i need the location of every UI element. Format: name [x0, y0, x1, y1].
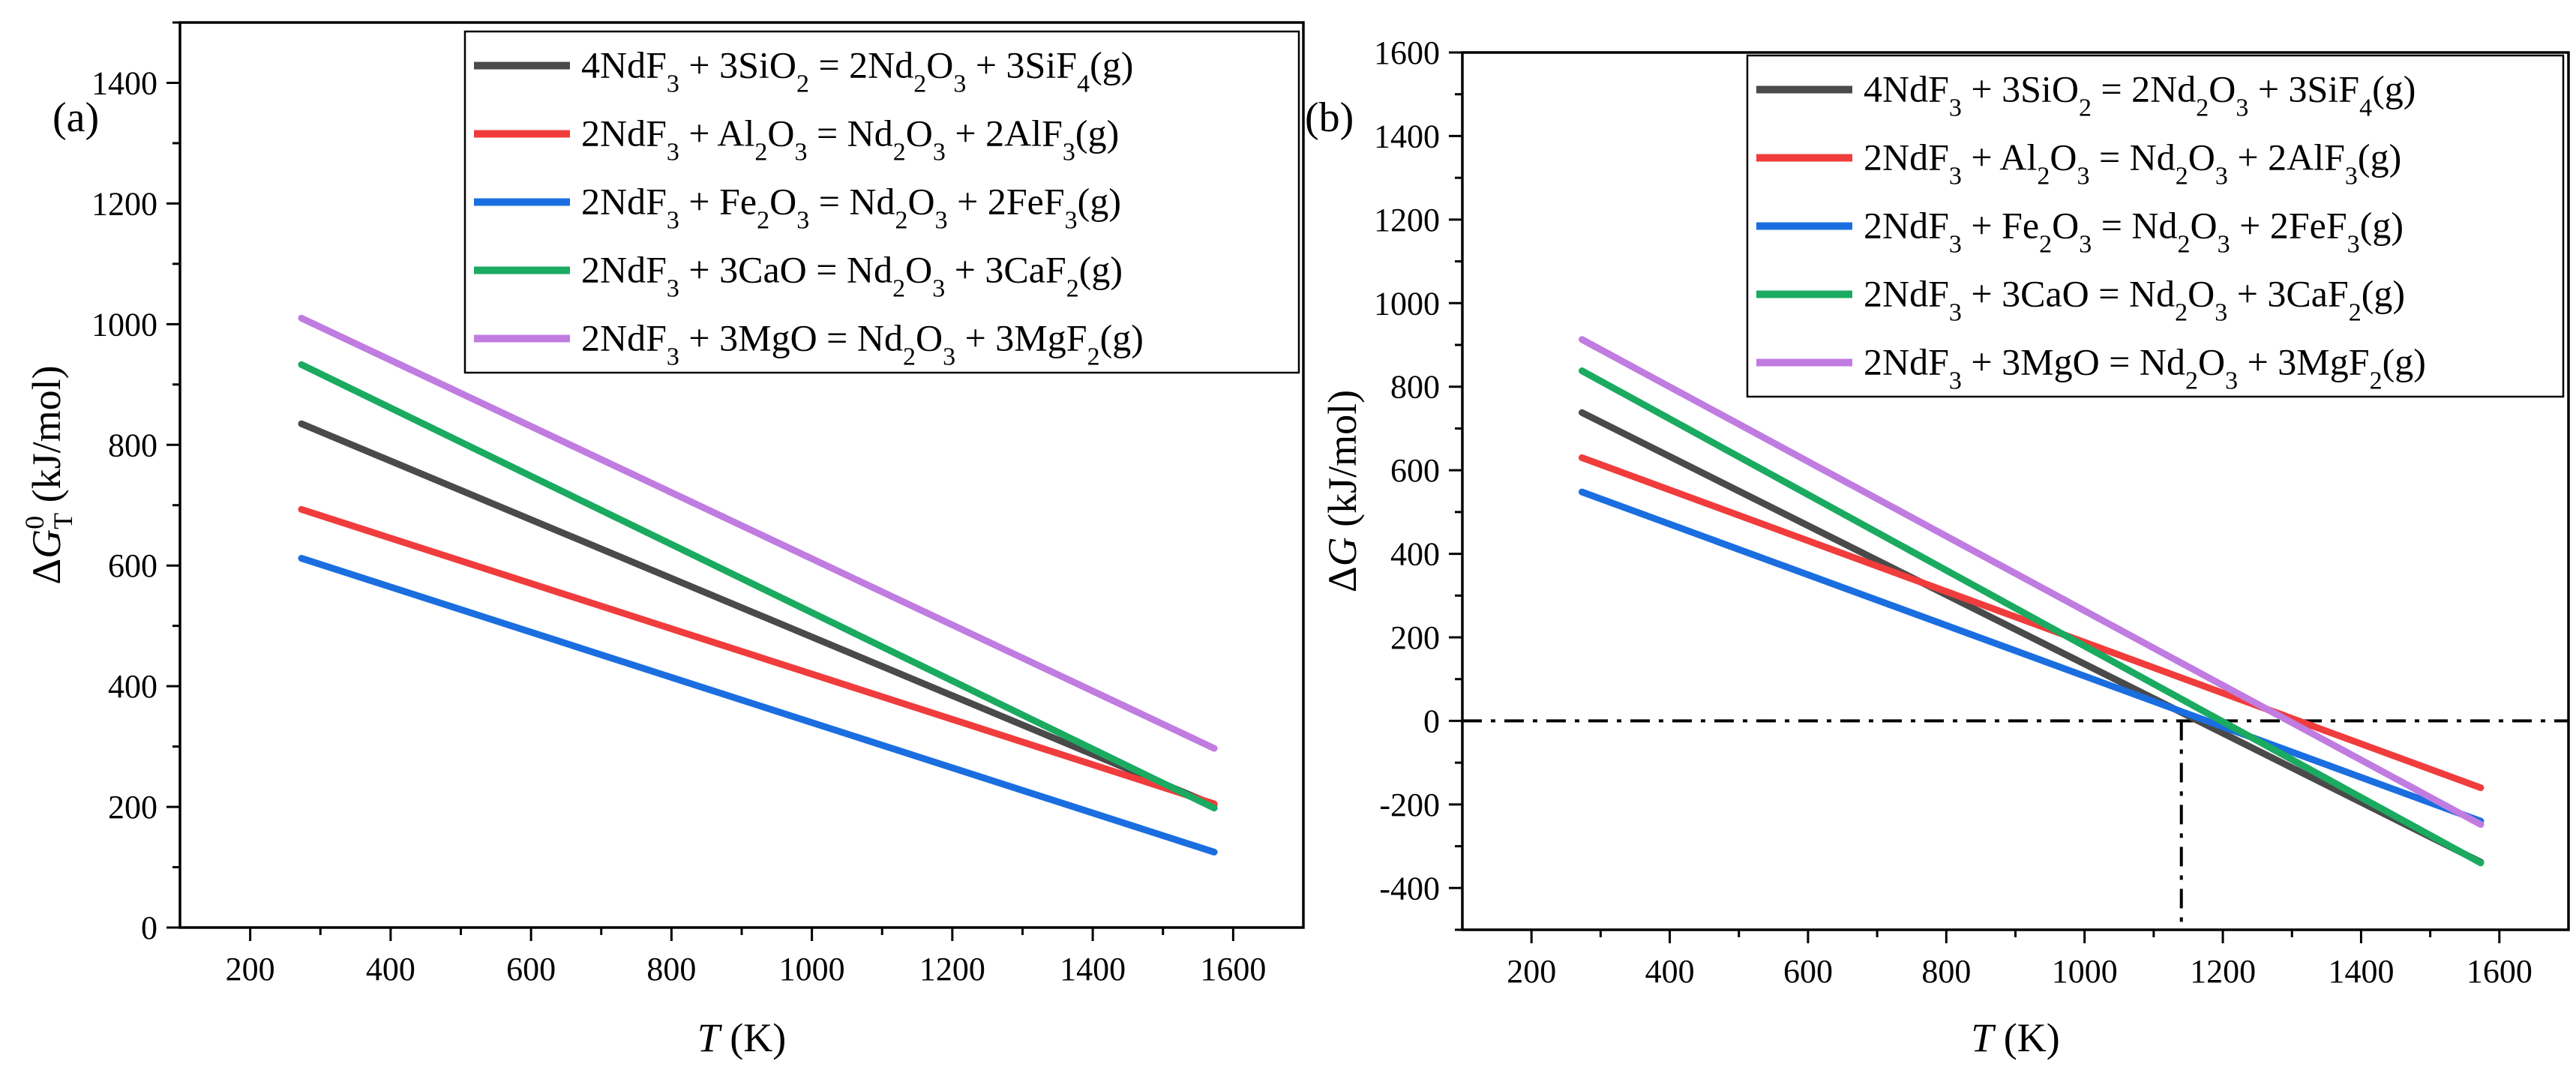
y-axis-title: ΔG (kJ/mol) [1320, 390, 1365, 592]
x-tick-label: 600 [1783, 953, 1833, 990]
chart-panel-a: 200 400 600 800 1000 1200 1400 1600 0 200 400 600 80… [19, 22, 1303, 1060]
y-tick-label: 1200 [91, 185, 157, 222]
x-tick-label: 1200 [2190, 953, 2256, 990]
series-line-5 [301, 318, 1214, 748]
y-tick-label: 1000 [91, 306, 157, 343]
y-tick-label: 800 [1390, 369, 1440, 406]
y-tick-label: 1400 [91, 64, 157, 101]
panel-label: (a) [52, 94, 99, 141]
x-tick-label: 1000 [779, 951, 845, 988]
x-axis-title: T (K) [1971, 1015, 2060, 1060]
x-tick-label: 600 [506, 951, 556, 988]
y-tick-label: -400 [1379, 870, 1440, 907]
series-line-3 [1582, 492, 2480, 821]
y-tick-label: 400 [1390, 536, 1440, 573]
y-axis-title: ΔG0T (kJ/mol) [19, 365, 78, 584]
x-tick-label: 800 [646, 951, 696, 988]
x-tick-label: 1600 [2467, 953, 2533, 990]
x-tick-label: 800 [1921, 953, 1971, 990]
x-tick-label: 1400 [1060, 951, 1126, 988]
y-tick-label: 200 [1390, 619, 1440, 656]
series-line-1 [1582, 412, 2480, 862]
x-tick-label: 1200 [919, 951, 985, 988]
x-tick-label: 400 [366, 951, 415, 988]
x-tick-label: 1600 [1200, 951, 1266, 988]
series-line-4 [1582, 371, 2480, 863]
legend: 4NdF3 + 3SiO2 = 2Nd2O3 + 3SiF4(g)2NdF3 +… [1747, 55, 2563, 397]
figure: 200 400 600 800 1000 1200 1400 1600 0 200 400 600 80… [0, 0, 2576, 1070]
x-axis-title: T (K) [697, 1015, 787, 1060]
y-tick-label: 0 [1423, 703, 1440, 739]
y-tick-label: 200 [108, 789, 157, 826]
series-line-2 [301, 509, 1214, 804]
x-tick-label: 200 [226, 951, 275, 988]
y-tick-label: 1000 [1374, 285, 1440, 322]
series-line-5 [1582, 340, 2480, 825]
panel-label: (b) [1305, 94, 1354, 141]
series-line-2 [1582, 457, 2480, 787]
x-tick-label: 1400 [2328, 953, 2394, 990]
y-tick-label: 1600 [1374, 34, 1440, 71]
y-tick-label: 800 [108, 427, 157, 463]
series-line-1 [301, 424, 1214, 805]
series-line-4 [301, 364, 1214, 808]
legend: 4NdF3 + 3SiO2 = 2Nd2O3 + 3SiF4(g)2NdF3 +… [465, 31, 1299, 373]
y-tick-label: 1400 [1374, 118, 1440, 154]
y-tick-label: 600 [108, 547, 157, 584]
chart-panel-b: 200 400 600 800 1000 1200 1400 1600 -400 -200 0 200… [1305, 34, 2569, 1060]
series-line-3 [301, 559, 1214, 853]
x-tick-label: 400 [1645, 953, 1695, 990]
y-tick-label: -200 [1379, 787, 1440, 823]
y-tick-label: 600 [1390, 452, 1440, 489]
x-tick-label: 200 [1507, 953, 1556, 990]
y-tick-label: 1200 [1374, 202, 1440, 238]
x-tick-label: 1000 [2052, 953, 2118, 990]
y-tick-label: 400 [108, 668, 157, 705]
y-tick-label: 0 [141, 910, 157, 946]
